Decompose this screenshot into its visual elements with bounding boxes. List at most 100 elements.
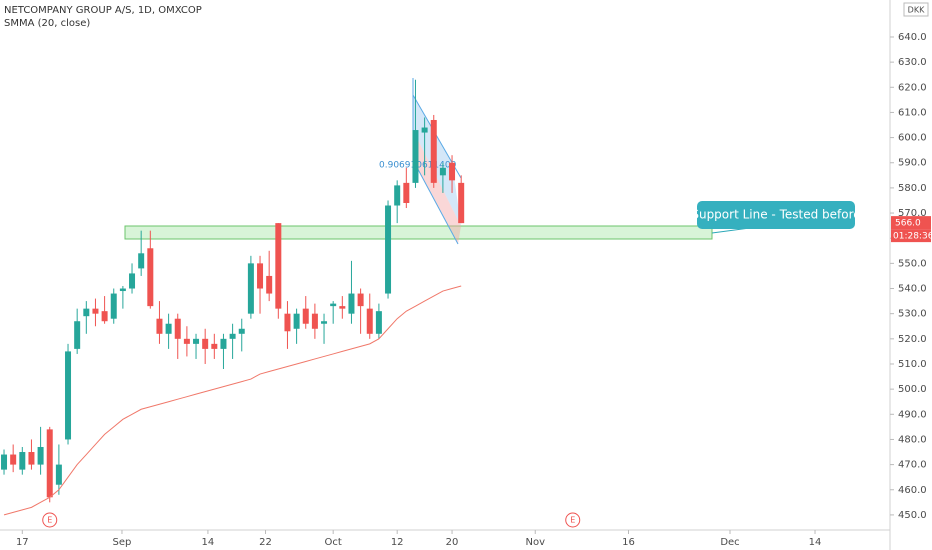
chart-title: NETCOMPANY GROUP A/S, 1D, OMXCOP (4, 5, 202, 16)
body (65, 351, 72, 440)
body (74, 321, 81, 349)
body (403, 182, 410, 203)
body (394, 185, 401, 206)
x-tick-label: Dec (720, 537, 739, 548)
body (174, 318, 181, 339)
body (430, 119, 437, 183)
body (339, 306, 346, 309)
y-tick-label: 460.0 (898, 485, 927, 496)
earnings-marker (42, 512, 58, 528)
callout-text: Support Line - Tested before (691, 208, 860, 222)
earnings-label: E (47, 516, 52, 525)
x-tick-label: 12 (391, 537, 404, 548)
y-tick-label: 610.0 (898, 107, 927, 118)
body (211, 343, 218, 349)
body (37, 446, 44, 465)
body (293, 313, 300, 329)
y-tick-label: 570.0 (898, 208, 927, 219)
body (302, 308, 309, 324)
body (138, 253, 145, 269)
body (458, 182, 465, 224)
y-tick-label: 580.0 (898, 183, 927, 194)
body (330, 303, 337, 307)
body (247, 263, 254, 314)
y-tick-label: 500.0 (898, 384, 927, 395)
body (193, 338, 200, 344)
body (275, 223, 282, 309)
body (284, 313, 291, 332)
body (119, 288, 126, 292)
body (156, 318, 163, 334)
y-tick-label: 630.0 (898, 57, 927, 68)
body (449, 162, 456, 181)
callout-box (697, 201, 855, 229)
body (385, 205, 392, 294)
y-tick-label: 540.0 (898, 284, 927, 295)
y-tick-label: 450.0 (898, 510, 927, 521)
y-tick-label: 510.0 (898, 359, 927, 370)
body (321, 321, 328, 324)
body (83, 308, 90, 317)
body (238, 328, 245, 334)
y-tick-label: 480.0 (898, 434, 927, 445)
body (311, 313, 318, 329)
x-tick-label: 20 (446, 537, 459, 548)
y-tick-label: 590.0 (898, 158, 927, 169)
body (165, 323, 172, 334)
countdown: 01:28:36 (893, 232, 932, 242)
y-tick-label: 550.0 (898, 258, 927, 269)
earnings-marker (565, 512, 581, 528)
x-tick-label: 14 (202, 537, 215, 548)
body (375, 311, 382, 334)
body (19, 452, 26, 470)
body (202, 338, 209, 349)
y-tick-label: 620.0 (898, 82, 927, 93)
channel-edge (412, 159, 459, 245)
y-tick-label: 520.0 (898, 334, 927, 345)
body (421, 127, 428, 133)
body (46, 429, 53, 498)
x-tick-label: 16 (622, 537, 635, 548)
y-tick-label: 470.0 (898, 460, 927, 471)
currency-box (903, 2, 929, 17)
body (266, 275, 273, 294)
body (10, 454, 17, 465)
body (110, 293, 117, 319)
x-tick-label: 14 (809, 537, 822, 548)
body (257, 263, 264, 289)
support-zone (124, 225, 713, 240)
body (412, 130, 419, 183)
body (101, 311, 108, 322)
body (229, 333, 236, 339)
body (366, 308, 373, 334)
body (129, 273, 136, 289)
x-tick-label: 17 (16, 537, 29, 548)
y-tick-label: 490.0 (898, 409, 927, 420)
last-price: 566.0 (895, 219, 921, 229)
body (220, 338, 227, 349)
body (55, 464, 62, 485)
smma-line (3, 285, 462, 516)
x-tick-label: Sep (113, 537, 132, 548)
body (28, 452, 35, 465)
x-tick-label: 22 (259, 537, 272, 548)
body (183, 338, 190, 344)
indicator-label: SMMA (20, close) (4, 18, 90, 29)
body (348, 293, 355, 314)
x-tick-label: Oct (325, 537, 342, 548)
body (357, 293, 364, 307)
y-tick-label: 600.0 (898, 133, 927, 144)
last-price-tag (891, 216, 931, 230)
body (147, 248, 154, 307)
countdown-tag (891, 229, 931, 243)
x-tick-label: Nov (525, 537, 545, 548)
earnings-label: E (570, 516, 575, 525)
body (439, 167, 446, 176)
body (1, 454, 8, 470)
y-tick-label: 530.0 (898, 309, 927, 320)
y-tick-label: 640.0 (898, 32, 927, 43)
body (92, 308, 99, 314)
currency: DKK (908, 6, 925, 15)
